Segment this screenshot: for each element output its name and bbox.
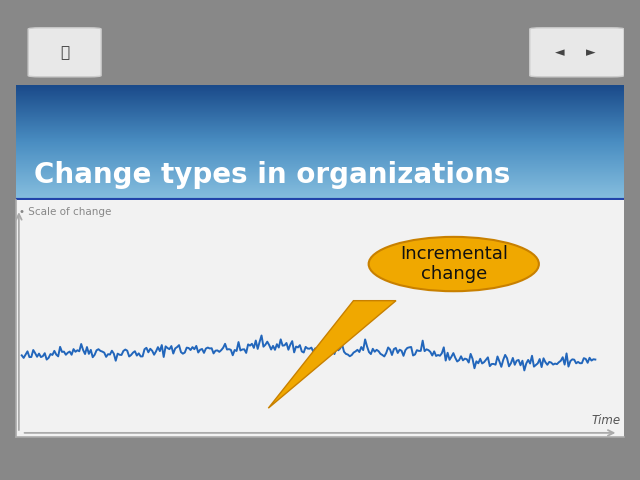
Text: ◄: ◄	[556, 46, 565, 59]
Text: Time: Time	[592, 414, 621, 427]
FancyBboxPatch shape	[28, 28, 101, 77]
Text: ►: ►	[586, 46, 595, 59]
Ellipse shape	[369, 237, 539, 291]
Text: • Scale of change: • Scale of change	[19, 207, 111, 217]
FancyBboxPatch shape	[530, 28, 624, 77]
Text: 🏠: 🏠	[60, 45, 69, 60]
Text: Incremental
change: Incremental change	[400, 245, 508, 284]
Polygon shape	[268, 300, 396, 408]
Text: Change types in organizations: Change types in organizations	[34, 161, 511, 189]
